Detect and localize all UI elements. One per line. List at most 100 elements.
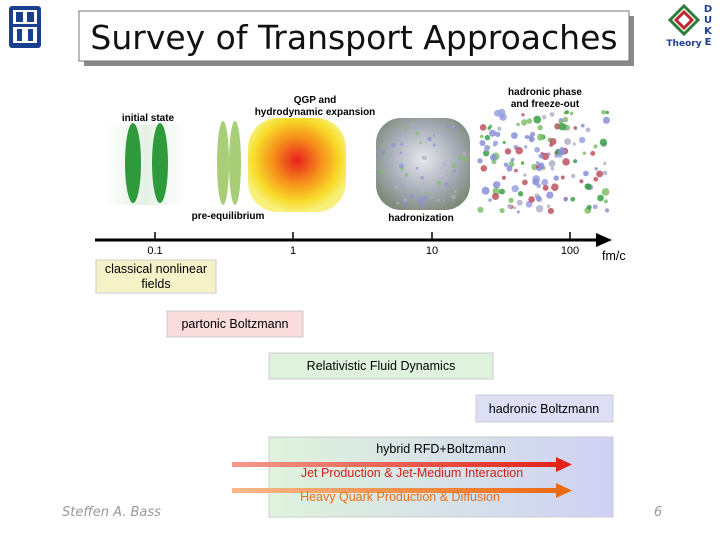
- particle: [562, 116, 569, 123]
- particle: [542, 115, 547, 120]
- axis-unit: fm/c: [602, 249, 626, 263]
- particle: [425, 191, 429, 195]
- particle: [497, 126, 502, 131]
- particle: [394, 185, 399, 190]
- label-line: classical nonlinear: [105, 262, 207, 276]
- particle: [570, 196, 576, 202]
- label-line: fields: [141, 277, 170, 291]
- particle: [400, 142, 404, 146]
- tick-label: 0.1: [147, 245, 162, 257]
- particle: [535, 204, 544, 213]
- particle: [495, 131, 501, 138]
- particle: [420, 189, 424, 194]
- particle: [532, 178, 540, 186]
- arrow: [232, 462, 558, 467]
- particle: [457, 154, 462, 160]
- label-line: initial state: [122, 113, 175, 124]
- logo-letter: K: [704, 26, 713, 37]
- particle: [542, 184, 549, 191]
- label-line: pre-equilibrium: [192, 211, 265, 222]
- particle: [437, 198, 441, 202]
- particle: [592, 204, 598, 210]
- particle: [516, 199, 523, 206]
- stage-label: initial state: [122, 113, 175, 124]
- particle: [548, 160, 556, 167]
- particle: [434, 199, 438, 203]
- label-line: hadronic phase: [508, 87, 582, 98]
- box-label: partonic Boltzmann: [181, 317, 288, 331]
- particle: [597, 194, 604, 202]
- particle: [603, 161, 607, 166]
- particle: [550, 166, 555, 171]
- particle: [596, 170, 604, 178]
- particle: [582, 151, 587, 155]
- particle: [549, 138, 557, 146]
- particle: [399, 151, 403, 155]
- label-line: hydrodynamic expansion: [255, 107, 376, 118]
- particle: [447, 179, 451, 182]
- particle: [558, 122, 567, 131]
- particle: [484, 144, 489, 150]
- particle: [499, 207, 505, 214]
- particle: [541, 178, 549, 186]
- axis-arrow: [596, 233, 612, 247]
- box: [475, 394, 614, 423]
- particle: [494, 181, 501, 188]
- particle: [415, 131, 420, 136]
- particle: [487, 126, 491, 130]
- particle: [599, 138, 608, 147]
- box-label: hadronic Boltzmann: [489, 402, 600, 416]
- title: Survey of Transport Approaches: [90, 18, 617, 57]
- box: [268, 436, 614, 518]
- stage-label: pre-equilibrium: [192, 211, 265, 222]
- particle: [454, 172, 458, 176]
- particle: [441, 161, 447, 167]
- particle: [526, 118, 533, 124]
- particle: [479, 124, 487, 131]
- label-line: hadronization: [388, 213, 454, 224]
- particle: [535, 195, 542, 201]
- particle: [510, 132, 518, 140]
- particle: [380, 169, 385, 174]
- particle: [516, 122, 520, 127]
- particle: [533, 115, 542, 124]
- particle: [432, 134, 436, 137]
- particle: [513, 206, 517, 210]
- particle: [524, 145, 528, 149]
- particle: [601, 188, 610, 196]
- particle: [593, 176, 599, 182]
- stage-label: hadronization: [388, 213, 454, 224]
- stage-label: hadronic phase and freeze-out: [508, 87, 582, 110]
- box: [95, 259, 217, 294]
- particle: [503, 162, 509, 168]
- particle: [462, 156, 468, 162]
- particle: [537, 124, 543, 131]
- particle: [460, 184, 463, 188]
- particle: [516, 210, 520, 214]
- particle: [546, 204, 551, 209]
- particle: [479, 134, 484, 139]
- particle: [386, 140, 390, 144]
- particle: [481, 186, 490, 195]
- particle: [520, 119, 528, 126]
- particle: [521, 113, 525, 117]
- particle: [401, 184, 404, 188]
- particle: [573, 159, 578, 164]
- particle: [585, 183, 592, 190]
- particle: [404, 172, 409, 177]
- particle: [521, 179, 528, 186]
- particle: [504, 148, 512, 155]
- particle: [511, 185, 519, 193]
- particle: [409, 124, 413, 127]
- stage-label: QGP and hydrodynamic expansion: [255, 95, 376, 118]
- particle: [605, 110, 610, 115]
- particle: [538, 162, 545, 169]
- particle: [415, 167, 419, 170]
- particle: [560, 175, 565, 180]
- particle: [420, 182, 424, 185]
- particle: [494, 109, 501, 117]
- box-label: Relativistic Fluid Dynamics: [307, 359, 456, 373]
- particle: [604, 208, 610, 213]
- particle: [420, 176, 424, 180]
- particle: [528, 196, 535, 203]
